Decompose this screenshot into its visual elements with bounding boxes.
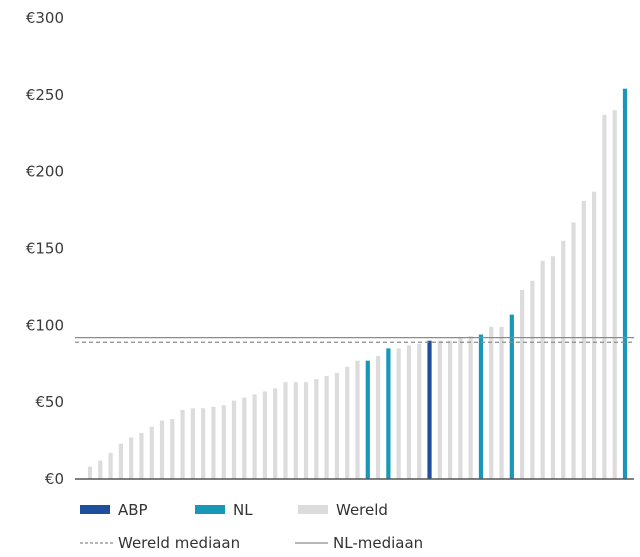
legend-label: NL — [233, 501, 253, 519]
y-tick-label: €250 — [26, 86, 64, 104]
bar-nl — [478, 334, 484, 479]
bar-wereld — [201, 408, 206, 479]
bar-wereld — [571, 222, 576, 479]
median-lines — [75, 337, 634, 343]
bar-wereld — [375, 356, 381, 479]
y-tick-label: €0 — [45, 470, 64, 488]
bar-wereld — [602, 114, 607, 479]
bar-wereld — [129, 437, 134, 479]
bar-wereld — [355, 360, 360, 479]
legend-label: NL-mediaan — [333, 534, 423, 552]
bar-wereld — [345, 366, 350, 479]
bar-wereld — [211, 406, 216, 479]
y-tick-label: €100 — [26, 316, 64, 334]
legend-swatch-abp — [80, 505, 110, 514]
bar-wereld — [540, 260, 545, 479]
bar-wereld — [221, 405, 226, 479]
bar-nl — [365, 360, 370, 479]
bar-wereld — [489, 326, 494, 479]
bar-wereld — [396, 348, 401, 479]
bar-wereld — [190, 408, 195, 479]
bar-wereld — [406, 345, 412, 479]
bar-nl — [622, 88, 628, 479]
bar-wereld — [314, 379, 319, 479]
bar-wereld — [530, 280, 535, 479]
bar-wereld — [458, 337, 463, 479]
bar-wereld — [303, 382, 309, 479]
legend-label: Wereld mediaan — [118, 534, 240, 552]
bar-wereld — [468, 336, 473, 479]
bar-wereld — [561, 240, 566, 479]
bar-wereld — [149, 426, 154, 479]
y-tick-label: €150 — [26, 240, 64, 258]
bar-wereld — [180, 409, 185, 479]
bars-group — [87, 88, 628, 480]
bar-wereld — [550, 256, 556, 479]
legend: ABP NL Wereld Wereld mediaan NL-mediaan — [80, 501, 423, 552]
y-tick-label: €200 — [26, 163, 64, 181]
bar-wereld — [499, 326, 504, 479]
bar-nl — [386, 348, 391, 479]
bar-abp — [427, 340, 432, 479]
bar-wereld — [252, 394, 257, 479]
legend-label: Wereld — [336, 501, 388, 519]
y-axis: €0 €50 €100 €150 €200 €250 €300 — [26, 9, 64, 488]
bar-wereld — [581, 200, 586, 480]
legend-swatch-nl — [195, 505, 225, 514]
bar-wereld — [448, 340, 453, 479]
bar-wereld — [242, 397, 247, 479]
bar-wereld — [437, 340, 442, 479]
bar-nl — [509, 314, 514, 479]
bar-wereld — [520, 289, 525, 479]
legend-label: ABP — [118, 501, 148, 519]
bar-wereld — [592, 191, 597, 479]
bar-wereld — [612, 110, 617, 479]
bar-wereld — [293, 382, 298, 479]
bar-wereld — [139, 432, 144, 479]
bar-wereld — [417, 343, 422, 479]
y-tick-label: €50 — [35, 393, 64, 411]
bar-wereld — [108, 452, 113, 479]
bar-wereld — [273, 388, 278, 479]
legend-swatch-wereld — [298, 505, 328, 514]
bar-wereld — [118, 443, 123, 479]
bar-wereld — [334, 372, 340, 479]
bar-wereld — [324, 376, 329, 479]
bar-wereld — [283, 382, 288, 479]
y-tick-label: €300 — [26, 9, 64, 27]
bar-wereld — [98, 460, 103, 479]
bar-wereld — [87, 466, 93, 479]
bar-wereld — [159, 420, 165, 479]
bar-wereld — [231, 400, 237, 479]
bar-wereld — [262, 391, 267, 479]
bar-wereld — [170, 419, 175, 479]
